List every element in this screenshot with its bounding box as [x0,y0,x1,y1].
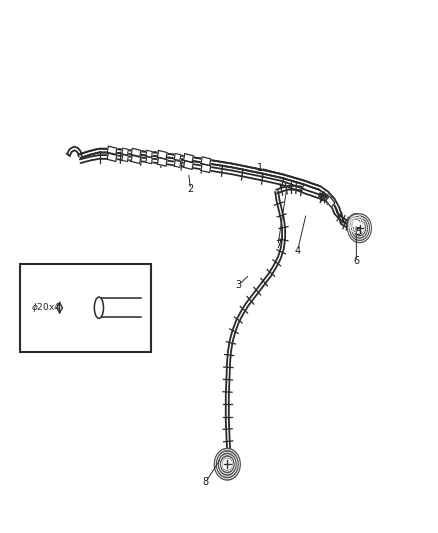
Text: 7: 7 [275,240,281,250]
Polygon shape [201,157,211,166]
Polygon shape [107,146,117,155]
Polygon shape [174,154,181,160]
Polygon shape [131,155,141,164]
Circle shape [356,223,364,233]
Polygon shape [146,150,152,157]
Text: 5: 5 [356,227,362,237]
Text: 8: 8 [203,477,209,487]
Polygon shape [122,148,128,155]
Ellipse shape [94,297,103,318]
Circle shape [348,214,364,235]
Polygon shape [326,196,335,207]
Circle shape [348,214,371,243]
Text: 3: 3 [236,280,242,290]
Text: 2: 2 [187,184,194,195]
Text: 1: 1 [258,163,264,173]
Polygon shape [157,157,167,166]
Circle shape [223,459,232,470]
Text: $\phi$20x4: $\phi$20x4 [31,301,61,314]
Polygon shape [157,150,167,159]
Circle shape [353,221,359,227]
Polygon shape [146,157,152,164]
Bar [20,264,151,352]
Polygon shape [122,155,128,161]
Text: 6: 6 [353,256,360,266]
Circle shape [214,448,240,480]
Polygon shape [131,148,141,157]
Text: 4: 4 [294,246,300,255]
Polygon shape [174,160,181,167]
Polygon shape [201,164,211,173]
Polygon shape [107,152,117,161]
Polygon shape [184,160,193,169]
Polygon shape [184,154,193,163]
